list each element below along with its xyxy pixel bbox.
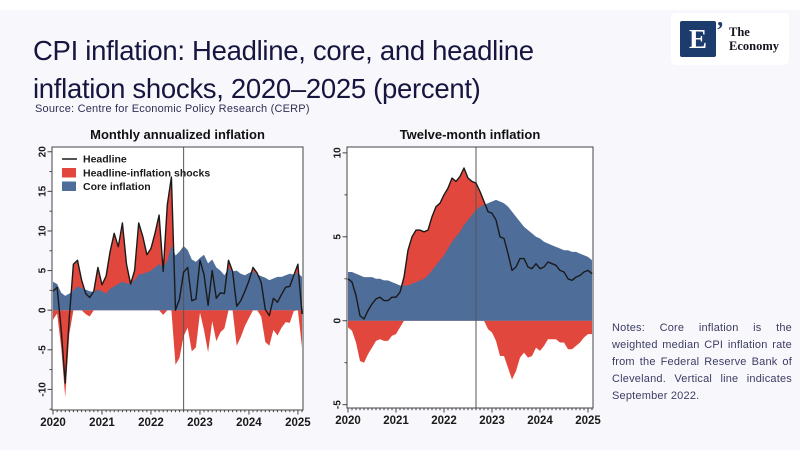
chart-panel-twelve-month: -5 0 5 10 2020 2021 2022 2023 2024 2025 Twelve-mon… [325, 126, 615, 444]
svg-text:2023: 2023 [187, 417, 213, 429]
svg-text:2024: 2024 [236, 417, 262, 429]
svg-text:2022: 2022 [138, 417, 164, 429]
notes-text: Notes: Core inflation is the weighted me… [612, 322, 792, 403]
logo-apostrophe-icon: ’ [716, 18, 724, 44]
twelve-month-chart: -5 0 5 10 2020 2021 2022 2023 2024 2025 Twelve-mon… [333, 127, 602, 427]
source-text: Source: Centre for Economic Policy Resea… [35, 103, 310, 115]
logo-e-letter: E [688, 23, 707, 54]
svg-text:-10: -10 [38, 382, 49, 397]
svg-text:2021: 2021 [383, 415, 409, 427]
svg-text:Headline-inflation shocks: Headline-inflation shocks [83, 168, 210, 180]
logo-name-line2: Economy [729, 39, 779, 53]
svg-text:2020: 2020 [40, 417, 66, 429]
svg-text:2025: 2025 [575, 415, 601, 427]
svg-text:15: 15 [38, 185, 49, 197]
svg-text:Headline: Headline [83, 154, 127, 166]
svg-text:Monthly annualized inflation: Monthly annualized inflation [90, 127, 265, 142]
svg-text:Core inflation: Core inflation [83, 181, 151, 193]
svg-text:5: 5 [333, 234, 344, 240]
logo-name: The Economy [729, 25, 779, 53]
svg-text:20: 20 [38, 146, 49, 158]
svg-text:-5: -5 [38, 345, 49, 354]
logo-e-mark: E [680, 21, 716, 57]
svg-text:2021: 2021 [89, 417, 115, 429]
svg-text:10: 10 [38, 225, 49, 237]
svg-text:2023: 2023 [479, 415, 505, 427]
svg-text:Twelve-month inflation: Twelve-month inflation [400, 127, 541, 142]
svg-text:5: 5 [38, 267, 49, 273]
svg-text:0: 0 [333, 318, 344, 324]
svg-text:2025: 2025 [285, 417, 311, 429]
svg-text:2020: 2020 [335, 415, 361, 427]
svg-text:2024: 2024 [527, 415, 553, 427]
chart-panel-monthly-annualized: -10 -5 0 5 10 15 20 2020 2021 2022 2023 2024 2025 Mon… [24, 126, 326, 444]
logo-name-line1: The [729, 25, 750, 39]
svg-text:-5: -5 [333, 400, 344, 409]
logo: E ’ The Economy [671, 13, 789, 65]
svg-text:10: 10 [333, 147, 344, 159]
svg-text:0: 0 [38, 307, 49, 313]
page-title: CPI inflation: Headline, core, and headl… [33, 35, 534, 105]
top-strip [0, 0, 800, 10]
svg-text:2022: 2022 [431, 415, 457, 427]
